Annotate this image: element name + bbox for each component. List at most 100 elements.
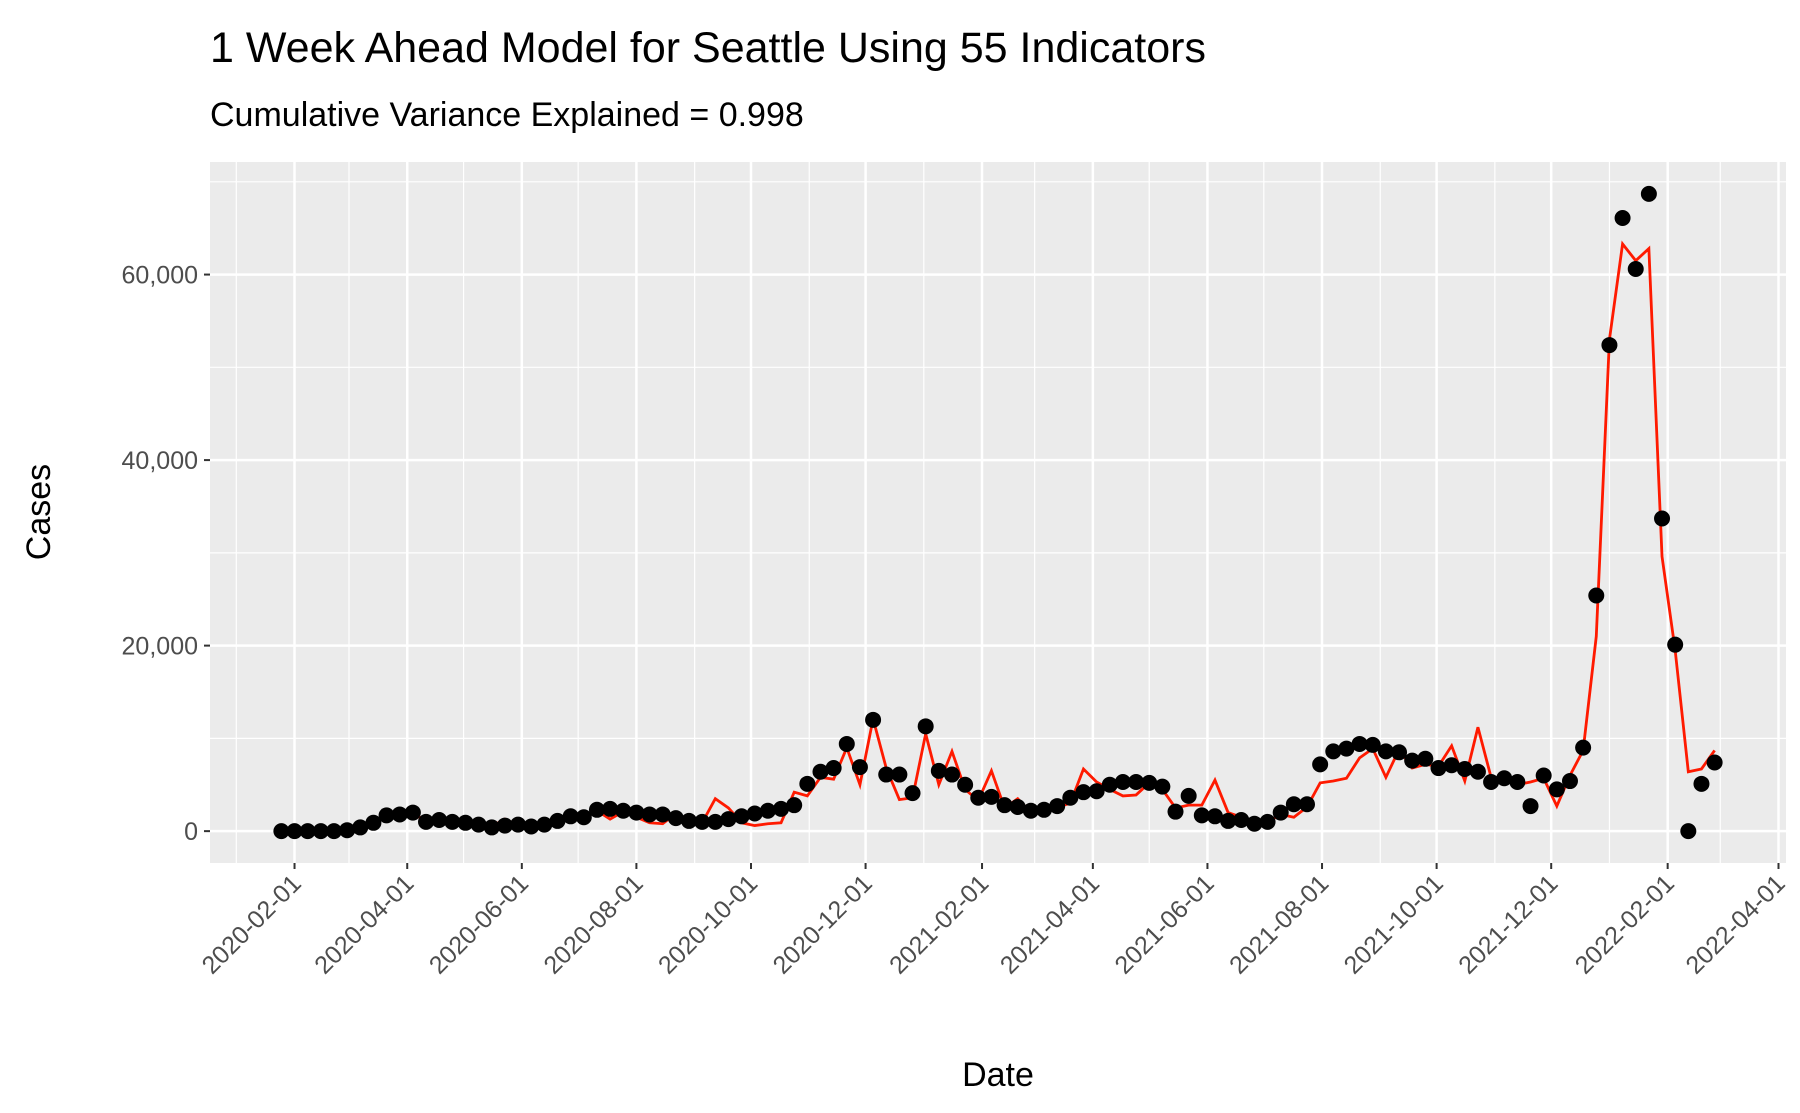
data-point	[536, 816, 553, 833]
data-point	[1101, 776, 1118, 793]
data-point	[1312, 756, 1329, 773]
data-point	[917, 718, 934, 735]
data-point	[404, 804, 421, 821]
data-point	[286, 823, 303, 840]
data-point	[1667, 636, 1684, 653]
x-tick-label: 2020-04-01	[309, 869, 419, 979]
data-point	[523, 818, 540, 835]
data-point	[1680, 823, 1697, 840]
data-point	[1417, 750, 1434, 767]
data-point	[378, 807, 395, 824]
data-point	[1062, 789, 1079, 806]
data-point	[549, 812, 566, 829]
data-point	[694, 813, 711, 830]
data-point	[1272, 804, 1289, 821]
data-point	[720, 811, 737, 828]
data-point	[628, 804, 645, 821]
data-point	[339, 822, 356, 839]
data-point	[575, 809, 592, 826]
data-point	[930, 762, 947, 779]
data-point	[1246, 815, 1263, 832]
data-point	[1706, 754, 1723, 771]
data-point	[352, 819, 369, 836]
x-tick-label: 2020-08-01	[538, 869, 648, 979]
data-point	[878, 766, 895, 783]
x-tick-label: 2021-04-01	[995, 869, 1105, 979]
x-tick-label: 2021-08-01	[1224, 869, 1334, 979]
x-tick-label: 2020-06-01	[424, 869, 534, 979]
data-point	[825, 760, 842, 777]
data-point	[1627, 261, 1644, 278]
x-tick-label: 2020-10-01	[653, 869, 763, 979]
data-point	[1575, 739, 1592, 756]
data-point	[1496, 770, 1513, 787]
x-tick-label: 2020-12-01	[768, 869, 878, 979]
data-point	[312, 823, 329, 840]
data-point	[838, 735, 855, 752]
data-point	[1404, 752, 1421, 769]
y-axis-title: Cases	[20, 464, 58, 560]
data-point	[431, 812, 448, 829]
data-point	[1654, 510, 1671, 527]
data-point	[602, 800, 619, 817]
data-point	[812, 763, 829, 780]
data-point	[1430, 760, 1447, 777]
data-point	[1299, 796, 1316, 813]
data-point	[1180, 787, 1197, 804]
data-point	[1285, 796, 1302, 813]
data-point	[1009, 799, 1026, 816]
data-point	[1220, 812, 1237, 829]
data-point	[1036, 801, 1053, 818]
data-point	[904, 785, 921, 802]
data-point	[680, 812, 697, 829]
data-point	[1193, 807, 1210, 824]
data-point	[1548, 781, 1565, 798]
chart-title: 1 Week Ahead Model for Seattle Using 55 …	[210, 24, 1206, 72]
y-tick-label: 0	[184, 818, 198, 846]
data-point	[1075, 784, 1092, 801]
chart-subtitle: Cumulative Variance Explained = 0.998	[210, 96, 804, 134]
data-point	[746, 805, 763, 822]
data-point	[1391, 744, 1408, 761]
x-tick-label: 2021-10-01	[1339, 869, 1449, 979]
plot-background	[210, 162, 1786, 863]
y-tick-label: 40,000	[122, 447, 198, 475]
data-point	[588, 801, 605, 818]
data-point	[1325, 743, 1342, 760]
data-point	[1483, 773, 1500, 790]
y-tick-label: 60,000	[122, 262, 198, 290]
data-point	[983, 788, 1000, 805]
data-point	[1233, 812, 1250, 829]
data-point	[733, 808, 750, 825]
data-point	[851, 759, 868, 776]
data-point	[1206, 808, 1223, 825]
data-point	[1114, 773, 1131, 790]
data-point	[391, 806, 408, 823]
data-point	[1535, 767, 1552, 784]
data-point	[1443, 757, 1460, 774]
x-axis-title: Date	[962, 1056, 1034, 1094]
data-point	[654, 806, 671, 823]
data-point	[996, 797, 1013, 814]
data-point	[273, 823, 290, 840]
data-point	[799, 775, 816, 792]
data-point	[470, 816, 487, 833]
data-point	[1338, 740, 1355, 757]
data-point	[496, 817, 513, 834]
data-point	[1614, 209, 1631, 226]
data-point	[641, 806, 658, 823]
data-point	[444, 813, 461, 830]
data-point	[970, 789, 987, 806]
data-point	[1456, 760, 1473, 777]
data-point	[1128, 773, 1145, 790]
data-point	[1022, 802, 1039, 819]
data-point	[1259, 813, 1276, 830]
data-point	[1049, 798, 1066, 815]
data-point	[1469, 763, 1486, 780]
x-tick-label: 2021-02-01	[884, 869, 994, 979]
data-point	[1154, 778, 1171, 795]
data-point	[1561, 773, 1578, 790]
data-point	[325, 823, 342, 840]
